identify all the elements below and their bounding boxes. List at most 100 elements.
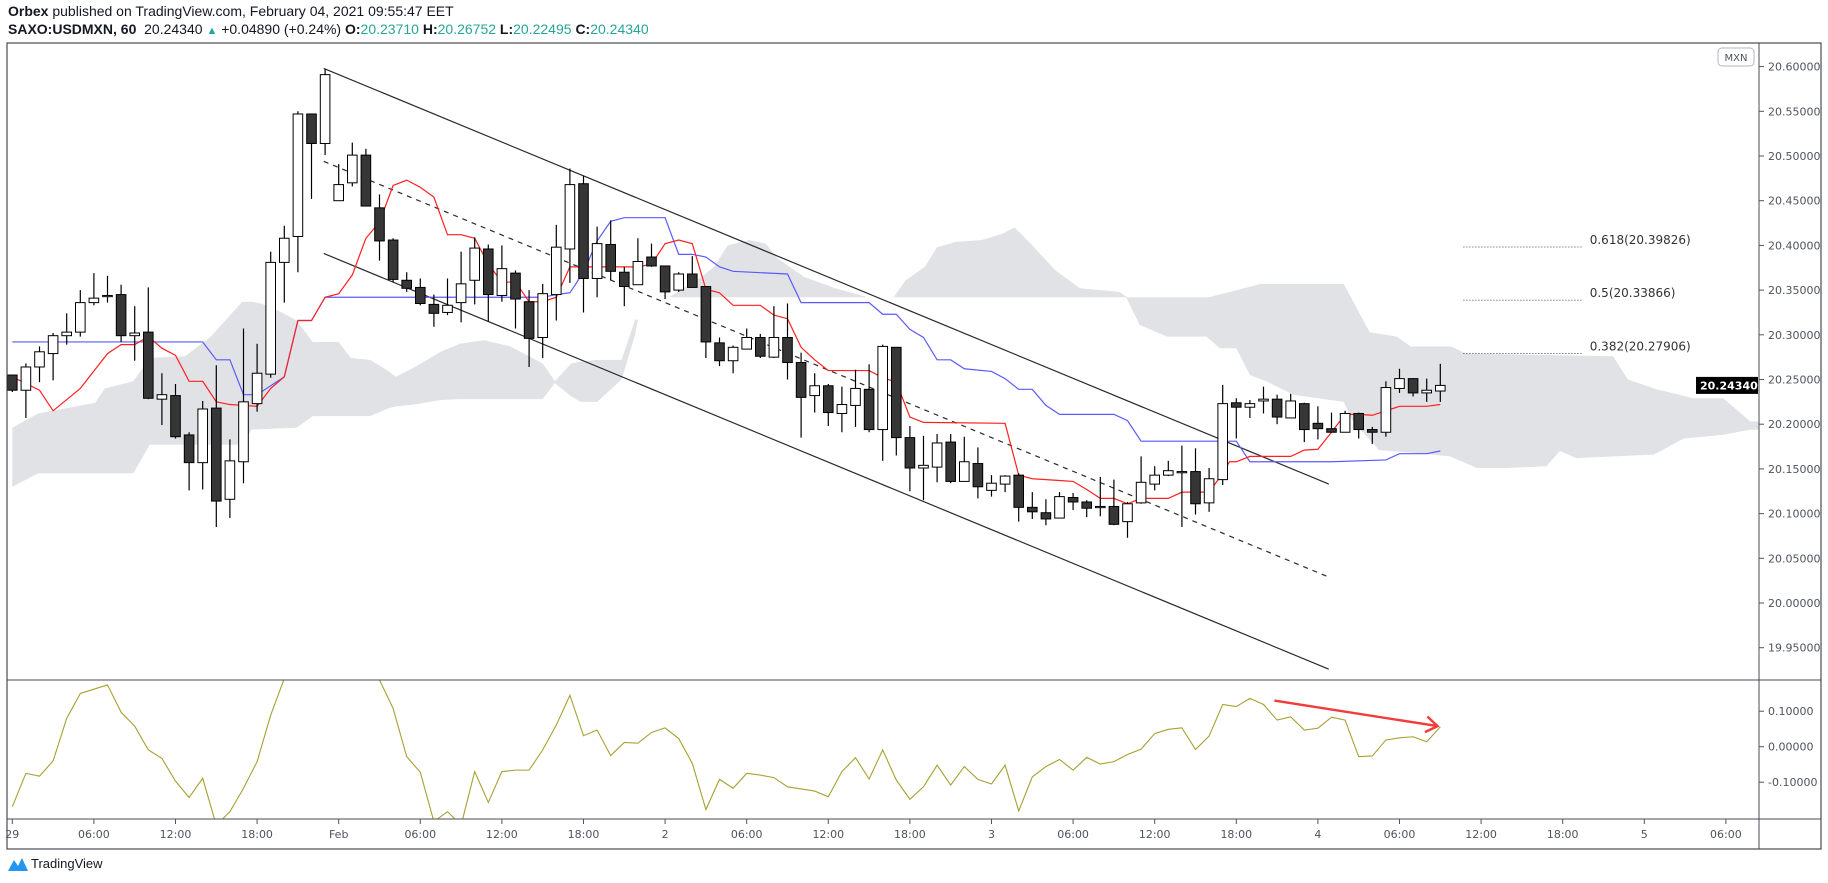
candle-body bbox=[387, 239, 399, 280]
candle-60 bbox=[823, 383, 834, 426]
candle-83 bbox=[1135, 456, 1147, 504]
candle-25 bbox=[347, 142, 358, 187]
candle-body bbox=[1163, 470, 1174, 476]
price-tick-label: 20.60000 bbox=[1768, 61, 1821, 74]
open-label: O: bbox=[344, 21, 361, 37]
candle-95 bbox=[1299, 402, 1310, 443]
candle-body bbox=[523, 301, 535, 339]
fib-level-label: 0.382(20.27906) bbox=[1590, 340, 1691, 354]
candle-body bbox=[741, 336, 753, 350]
current-price-box bbox=[1696, 376, 1758, 394]
candle-89 bbox=[1217, 384, 1229, 485]
candle-34 bbox=[469, 237, 480, 305]
last-price: 20.24340 bbox=[144, 21, 203, 37]
candle-53 bbox=[727, 345, 739, 374]
logo-text: TradingView bbox=[31, 856, 103, 871]
time-tick-label: 12:00 bbox=[1139, 828, 1171, 841]
candle-body bbox=[999, 475, 1011, 485]
candle-body bbox=[537, 293, 549, 338]
tradingview-logo-icon bbox=[8, 857, 28, 871]
candle-body bbox=[659, 265, 671, 293]
candle-body bbox=[1299, 403, 1310, 431]
candle-body bbox=[959, 461, 970, 482]
candle-47 bbox=[646, 243, 657, 267]
candle-94 bbox=[1285, 393, 1297, 419]
candle-body bbox=[88, 297, 100, 304]
price-tick-label: 20.25000 bbox=[1768, 374, 1821, 387]
time-tick-label: 06:00 bbox=[404, 828, 436, 841]
candle-body bbox=[578, 183, 589, 279]
candle-76 bbox=[1040, 499, 1052, 526]
candle-body bbox=[455, 283, 467, 304]
price-pane[interactable]: 0.618(20.39826) 0.5(20.33866) 0.382(20.279… bbox=[7, 67, 1767, 670]
time-tick-label: 29 bbox=[5, 828, 19, 841]
candle-40 bbox=[551, 224, 562, 321]
price-tick-label: 20.15000 bbox=[1768, 463, 1821, 476]
candle-46 bbox=[632, 238, 644, 286]
publish-info: Orbex published on TradingView.com, Febr… bbox=[8, 3, 454, 19]
candle-body bbox=[428, 303, 440, 314]
candle-body bbox=[918, 464, 929, 469]
currency-badge-box bbox=[1717, 47, 1755, 67]
candle-97 bbox=[1326, 412, 1337, 433]
candle-body bbox=[442, 304, 453, 313]
candle-10 bbox=[143, 287, 154, 400]
candle-body bbox=[415, 286, 426, 305]
osc-tick-label: 0.10000 bbox=[1768, 705, 1814, 718]
candle-body bbox=[782, 336, 793, 364]
candle-5 bbox=[75, 290, 86, 337]
time-axis[interactable]: 29 06:00 12:00 18:00 Feb 06:00 12:00 18:00 2 06:0… bbox=[5, 819, 1742, 841]
candle-body bbox=[197, 408, 208, 464]
candle-104 bbox=[1421, 378, 1433, 402]
candle-43 bbox=[591, 226, 603, 298]
candle-54 bbox=[741, 328, 753, 350]
candle-body bbox=[360, 154, 372, 207]
oscillator-pane[interactable] bbox=[11, 633, 1441, 825]
publish-text: published on TradingView.com, February 0… bbox=[48, 3, 454, 19]
candle-77 bbox=[1054, 492, 1065, 519]
candle-body bbox=[1435, 384, 1446, 392]
candle-36 bbox=[496, 245, 508, 302]
candle-body bbox=[1176, 471, 1188, 474]
tradingview-logo[interactable]: TradingView bbox=[8, 856, 103, 871]
candle-3 bbox=[47, 333, 59, 381]
candle-body bbox=[700, 286, 712, 343]
candle-12 bbox=[170, 383, 181, 439]
candle-64 bbox=[877, 344, 889, 461]
candle-body bbox=[20, 366, 32, 391]
candle-85 bbox=[1163, 460, 1174, 477]
candle-body bbox=[1122, 503, 1133, 523]
candle-body bbox=[945, 441, 957, 482]
ichimoku-cloud-1 bbox=[669, 227, 1759, 469]
candle-body bbox=[1013, 474, 1025, 508]
candle-body bbox=[347, 154, 358, 184]
candle-100 bbox=[1367, 426, 1378, 444]
candle-80 bbox=[1095, 476, 1106, 517]
candle-body bbox=[605, 244, 617, 272]
price-tick-label: 20.45000 bbox=[1768, 195, 1821, 208]
candle-33 bbox=[455, 251, 467, 323]
candle-30 bbox=[415, 278, 426, 306]
chart-frame bbox=[6, 42, 1822, 850]
candle-body bbox=[238, 401, 249, 463]
time-tick-label: 18:00 bbox=[568, 828, 600, 841]
current-price-marker: 20.24340 bbox=[1696, 376, 1758, 394]
candle-8 bbox=[115, 284, 127, 342]
low-label: L: bbox=[499, 21, 514, 37]
candle-body bbox=[591, 243, 603, 279]
candle-90 bbox=[1231, 398, 1242, 439]
candle-74 bbox=[1013, 473, 1025, 522]
time-tick-label: 12:00 bbox=[486, 828, 518, 841]
candle-15 bbox=[211, 365, 222, 528]
candle-body bbox=[170, 395, 181, 438]
candle-body bbox=[986, 482, 997, 491]
symbol-name: SAXO:USDMXN, 60 bbox=[8, 21, 137, 37]
price-tick-label: 19.95000 bbox=[1768, 642, 1821, 655]
oscillator-axis[interactable]: 0.10000 0.00000 -0.10000 bbox=[1759, 705, 1817, 789]
currency-badge[interactable]: MXN bbox=[1717, 47, 1755, 67]
price-axis[interactable]: 20.60000 20.55000 20.50000 20.45000 20.40000… bbox=[1759, 61, 1821, 655]
candle-body bbox=[755, 336, 766, 357]
time-tick-label: 3 bbox=[988, 828, 995, 841]
oscillator-line bbox=[11, 680, 1441, 819]
